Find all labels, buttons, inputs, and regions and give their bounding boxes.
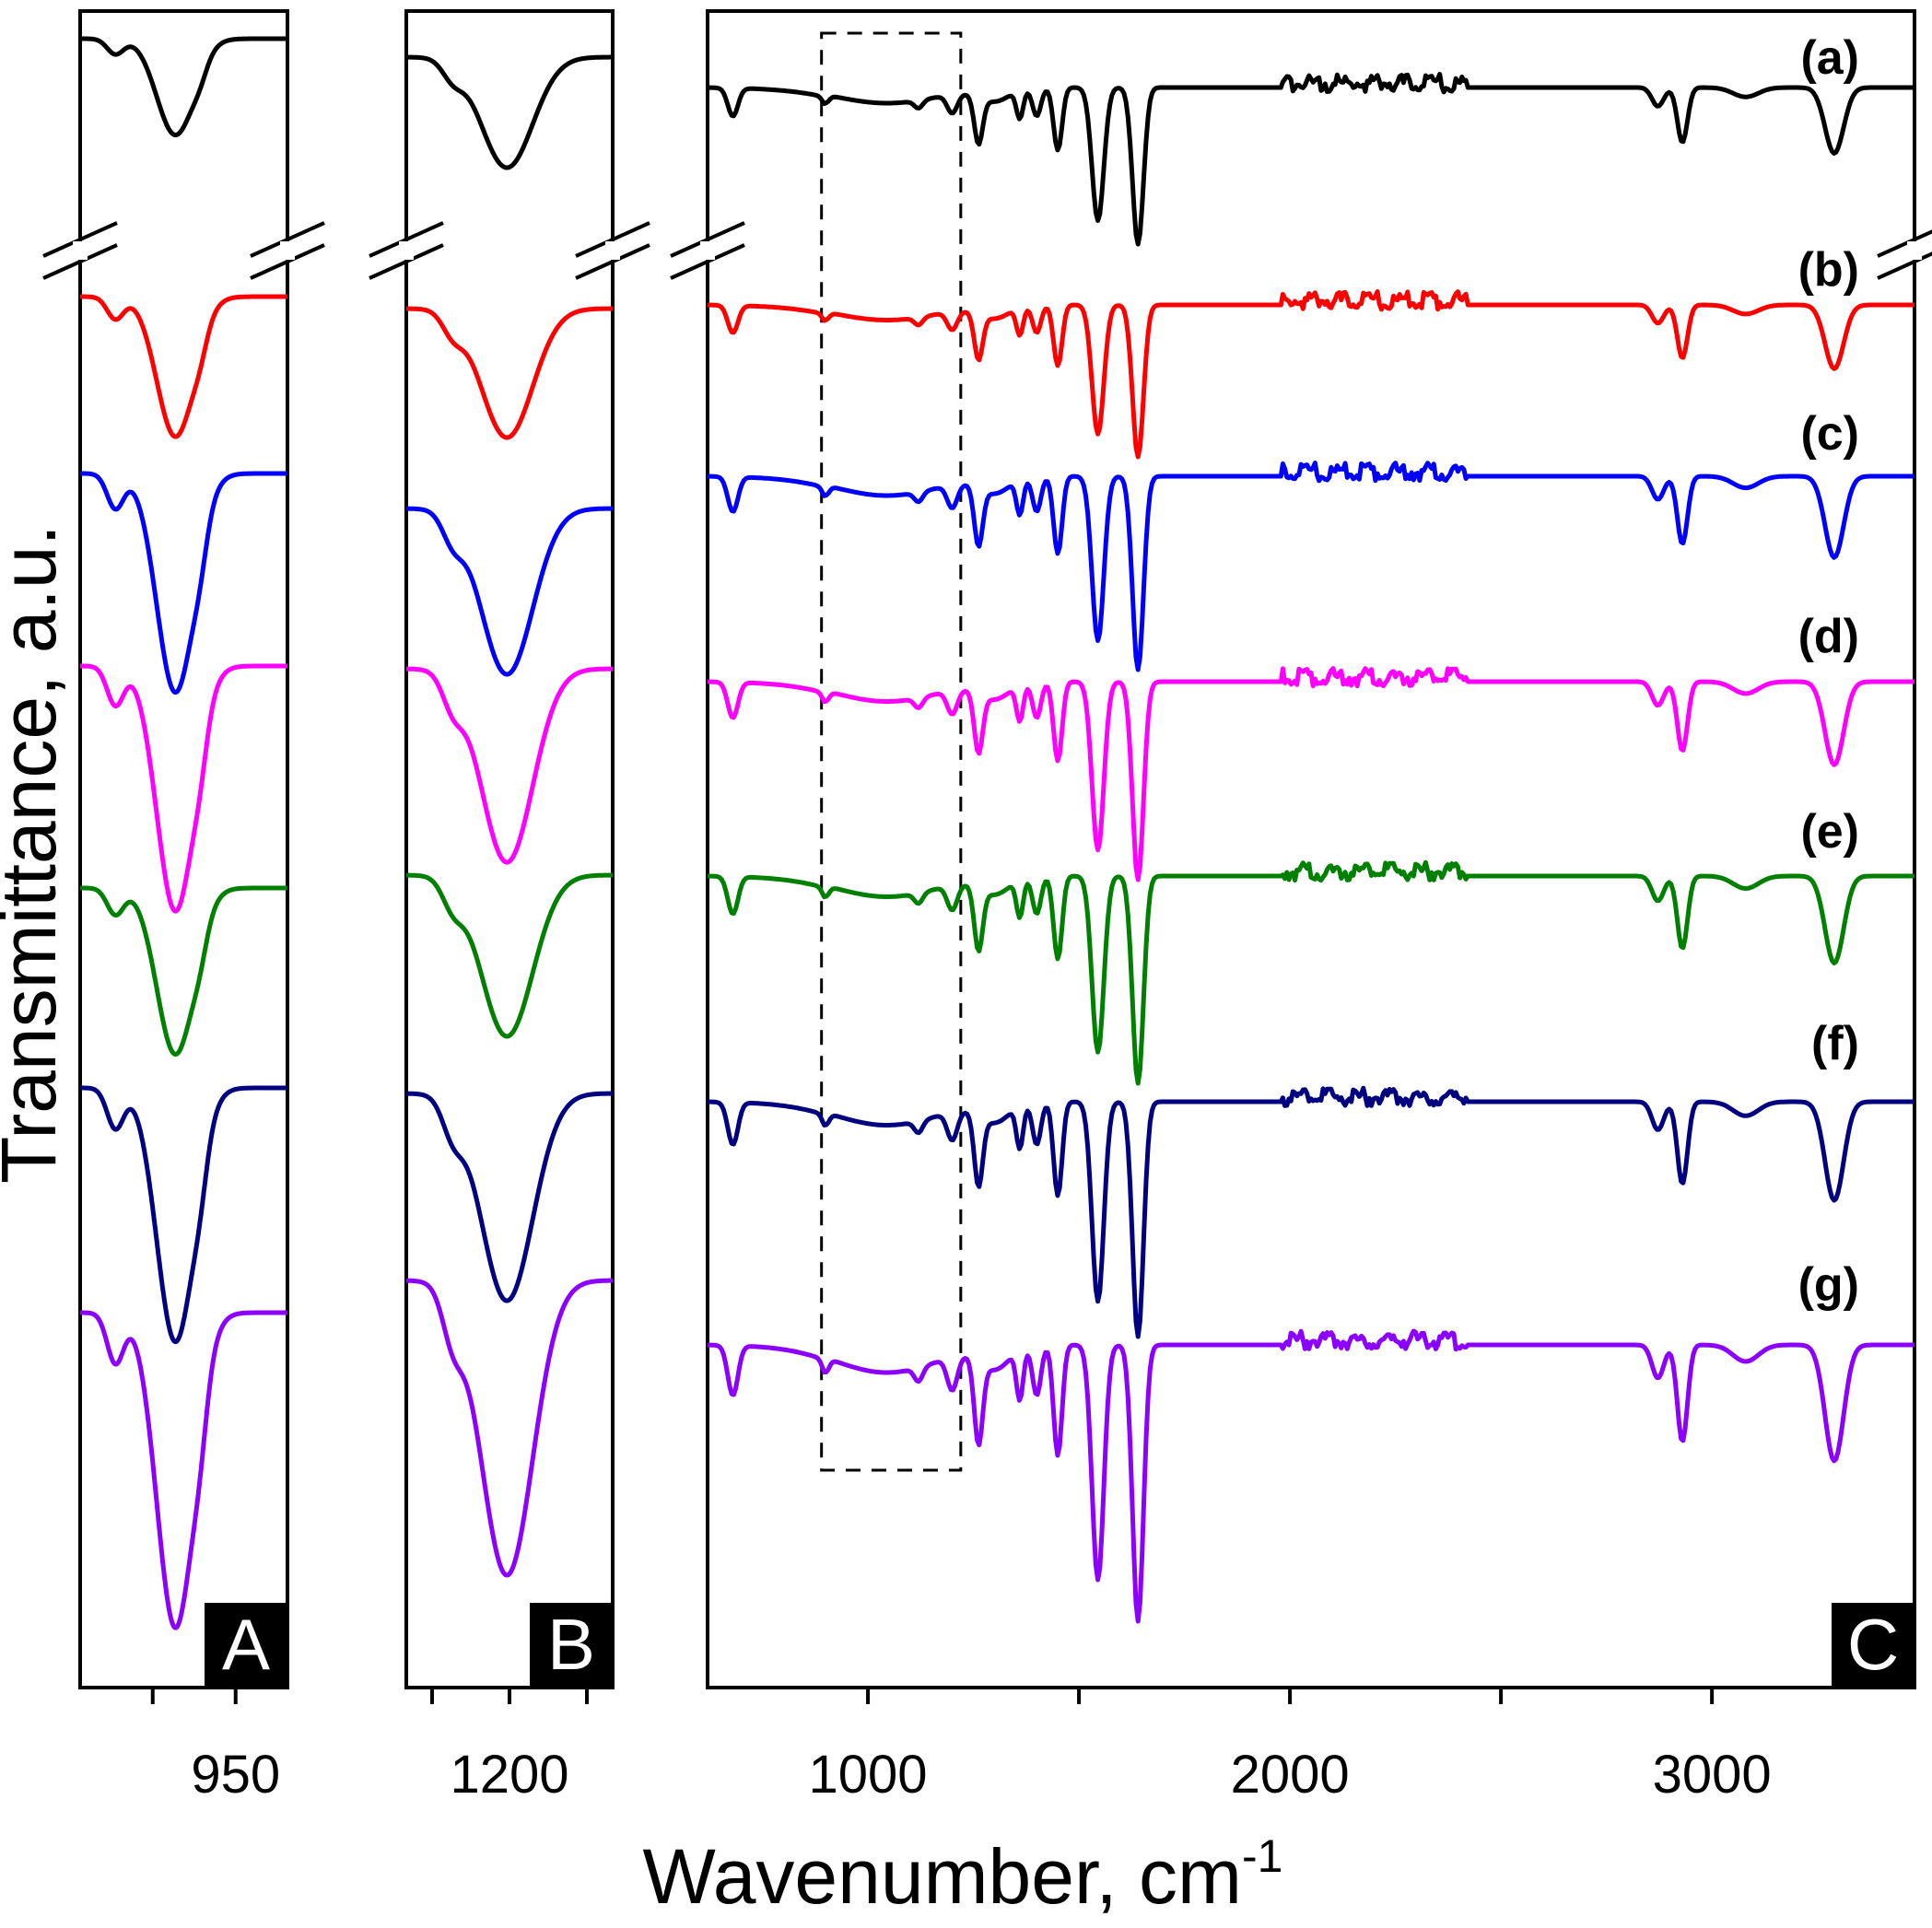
x-tick-label: 1000 — [809, 1745, 928, 1805]
series-labels: (a) (b) (c) (d) (e) (f) (g) — [1798, 31, 1859, 1312]
axis-break-mark — [575, 221, 650, 258]
spectrum-line-a — [404, 54, 615, 170]
axis-break-gap — [605, 241, 620, 260]
panel-letter-badge — [205, 1603, 287, 1688]
y-axis-title: Transmittance, a.u. — [0, 524, 72, 1184]
axis-break-mark — [670, 243, 745, 280]
spectrum-line-a — [77, 36, 290, 137]
panel-frame — [706, 9, 1916, 1689]
spectrum-line-c — [404, 506, 615, 677]
spectrum-line-e — [77, 885, 290, 1057]
x-tick-label: 1200 — [450, 1745, 568, 1805]
axis-break-mark — [42, 243, 118, 280]
series-label: (a) — [1800, 31, 1859, 85]
x-axis-title-superscript: -1 — [1242, 1830, 1282, 1882]
spectrum-line-g — [77, 1310, 290, 1630]
spectrum-line-g — [404, 1278, 615, 1578]
axis-break-mark — [250, 221, 325, 258]
axis-break-mark — [1877, 229, 1932, 258]
axis-break-mark — [369, 221, 444, 258]
series-label: (e) — [1800, 805, 1859, 859]
series-label: (g) — [1798, 1258, 1859, 1312]
axis-break-gap — [280, 241, 295, 260]
axis-break-gap — [1907, 241, 1922, 260]
axis-break-mark — [369, 243, 444, 280]
spectrum-line-f — [707, 1085, 1915, 1339]
series-label: (d) — [1798, 610, 1859, 663]
axis-break-gap — [73, 241, 88, 260]
spectrum-line-c — [77, 471, 290, 695]
spectrum-line-c — [707, 461, 1915, 672]
spectrum-line-f — [77, 1085, 290, 1345]
x-axis-title-text: Wavenumber, cm — [643, 1833, 1242, 1920]
x-tick-label: 950 — [191, 1745, 280, 1805]
axis-break-marks — [42, 221, 1932, 280]
panel-frame — [404, 9, 615, 1689]
panel-letter: A — [222, 1604, 270, 1685]
series-label: (c) — [1800, 407, 1859, 461]
panel-letter: B — [547, 1604, 595, 1685]
panel-letter: C — [1847, 1604, 1899, 1685]
x-axis-title: Wavenumber, cm-1 — [643, 1830, 1283, 1920]
panel-frame — [78, 9, 289, 1689]
x-tick-label: 2000 — [1231, 1745, 1350, 1805]
panel-letter-badge — [530, 1603, 613, 1688]
spectrum-line-e — [707, 859, 1915, 1086]
axis-break-mark — [1877, 251, 1932, 280]
panel-a: 950 A — [77, 9, 290, 1805]
spectrum-line-f — [404, 1091, 615, 1303]
spectrum-line-g — [707, 1328, 1915, 1624]
axis-break-gap — [399, 241, 414, 260]
spectrum-line-b — [404, 306, 615, 440]
spectrum-line-d — [77, 663, 290, 914]
spectrum-line-a — [707, 72, 1915, 247]
x-tick-label: 3000 — [1653, 1745, 1772, 1805]
series-label: (f) — [1811, 1017, 1859, 1070]
axis-break-mark — [250, 243, 325, 280]
spectrum-line-e — [404, 872, 615, 1039]
panel-letter-badge — [1832, 1603, 1914, 1688]
axis-break-gap — [700, 241, 715, 260]
panel-b: 1200 B — [404, 9, 615, 1805]
axis-break-mark — [670, 221, 745, 258]
spectrum-line-d — [404, 666, 615, 865]
series-label: (b) — [1798, 243, 1859, 297]
highlight-dashed-box — [820, 31, 963, 1472]
spectrum-line-b — [707, 289, 1915, 460]
spectrum-line-d — [707, 666, 1915, 882]
axis-break-mark — [42, 221, 118, 258]
spectrum-line-b — [77, 294, 290, 439]
axis-break-mark — [575, 243, 650, 280]
panel-c: 1000 2000 3000 C — [706, 9, 1916, 1805]
